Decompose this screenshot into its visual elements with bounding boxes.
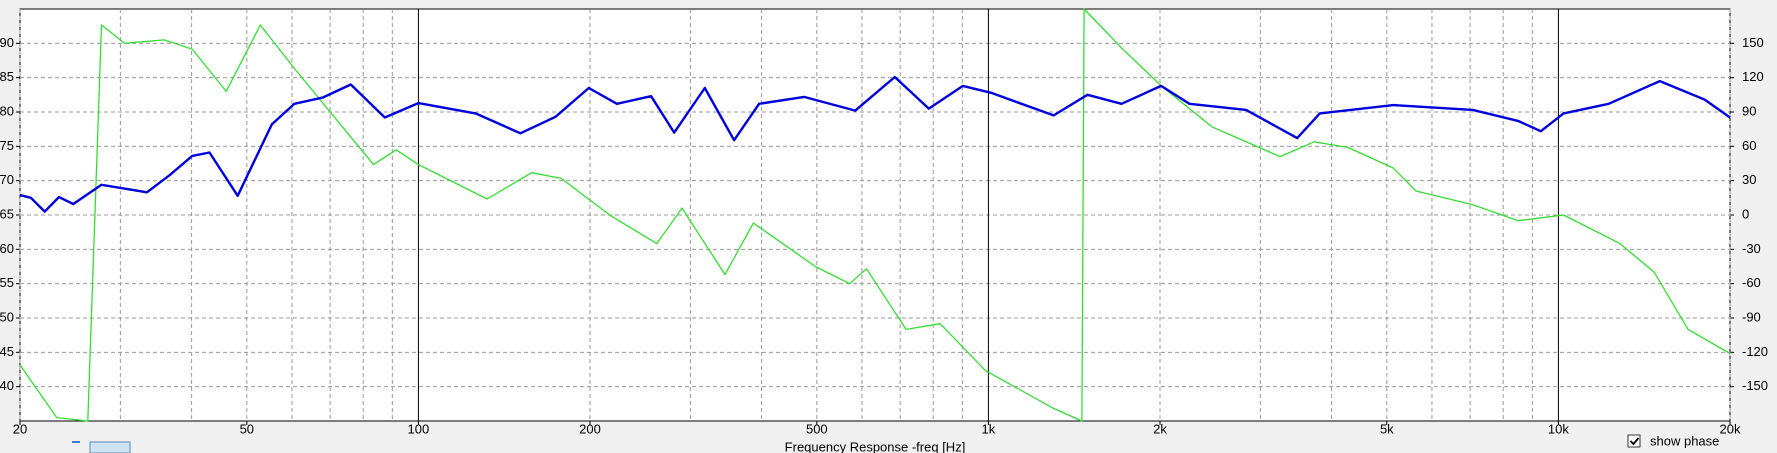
series-line <box>19 8 1731 422</box>
x-axis-label: Frequency Response -freq [Hz] <box>785 439 966 453</box>
y-tick-label: 55 <box>0 275 14 290</box>
x-tick-label: 50 <box>240 421 254 436</box>
y-tick-label: 70 <box>0 172 14 187</box>
x-tick-label: 100 <box>408 421 430 436</box>
x-tick-label: 20k <box>1720 421 1741 436</box>
y-tick-label: 50 <box>0 309 14 324</box>
x-tick-label: 2k <box>1153 421 1167 436</box>
check-mark <box>1629 437 1640 446</box>
y-tick-label: 75 <box>0 138 14 153</box>
checkbox-label[interactable]: show phase <box>1650 433 1719 448</box>
y2-tick-label: 150 <box>1742 35 1764 50</box>
y-tick-label: 45 <box>0 344 14 359</box>
x-tick-label: 1k <box>982 421 996 436</box>
series-line <box>19 75 1731 213</box>
checkbox[interactable] <box>1627 434 1641 448</box>
y-tick-label: 60 <box>0 241 14 256</box>
show-phase-control[interactable]: show phase <box>1627 433 1719 448</box>
y2-tick-label: -120 <box>1742 344 1768 359</box>
y-tick-label: 65 <box>0 206 14 221</box>
y2-tick-label: -150 <box>1742 378 1768 393</box>
y2-tick-label: -60 <box>1742 275 1761 290</box>
y-tick-label: 90 <box>0 35 14 50</box>
legend-box <box>89 441 131 453</box>
x-tick-label: 10k <box>1548 421 1569 436</box>
y2-tick-label: 30 <box>1742 172 1756 187</box>
y2-tick-label: -90 <box>1742 309 1761 324</box>
x-tick-label: 500 <box>806 421 828 436</box>
x-tick-label: 20 <box>13 421 27 436</box>
y2-tick-label: 60 <box>1742 138 1756 153</box>
y-tick-label: 40 <box>0 378 14 393</box>
y-tick-label: 80 <box>0 103 14 118</box>
x-tick-label: 200 <box>579 421 601 436</box>
x-tick-label: 5k <box>1380 421 1394 436</box>
y-tick-label: 85 <box>0 69 14 84</box>
y2-tick-label: -30 <box>1742 241 1761 256</box>
y2-tick-label: 0 <box>1742 206 1749 221</box>
y2-tick-label: 120 <box>1742 69 1764 84</box>
y2-tick-label: 90 <box>1742 103 1756 118</box>
legend-swatch <box>72 441 80 443</box>
